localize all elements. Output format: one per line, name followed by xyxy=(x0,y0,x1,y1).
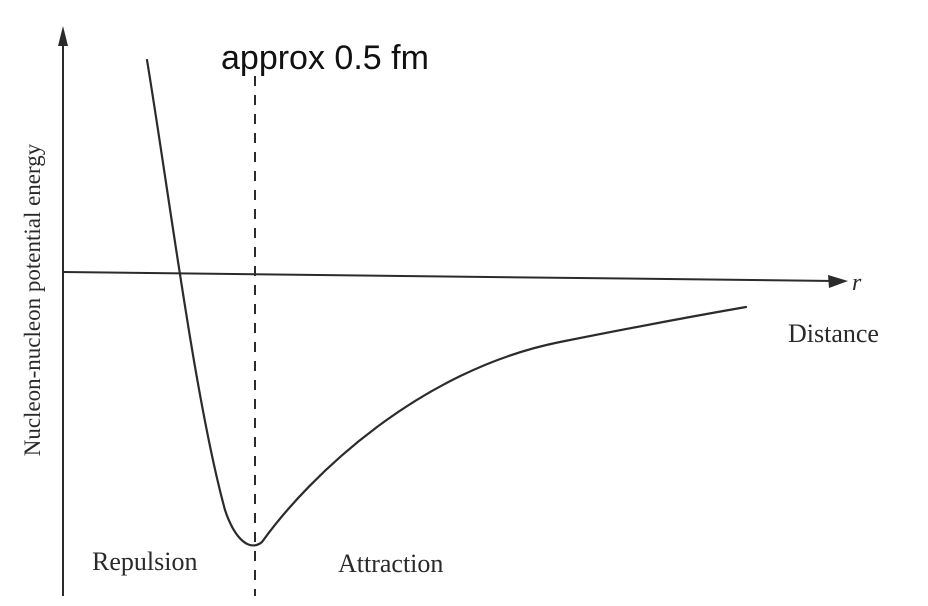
x-axis-arrowhead xyxy=(828,275,848,288)
x-axis-symbol: r xyxy=(852,270,862,296)
annotation-label: approx 0.5 fm xyxy=(221,39,429,77)
potential-energy-curve xyxy=(145,58,748,547)
x-axis-label: Distance xyxy=(788,319,879,348)
attraction-label: Attraction xyxy=(338,549,443,578)
y-axis-arrowhead xyxy=(58,26,68,46)
y-axis-label: Nucleon-nucleon potential energy xyxy=(20,143,45,456)
repulsion-label: Repulsion xyxy=(92,547,197,576)
x-axis-line xyxy=(62,271,836,282)
